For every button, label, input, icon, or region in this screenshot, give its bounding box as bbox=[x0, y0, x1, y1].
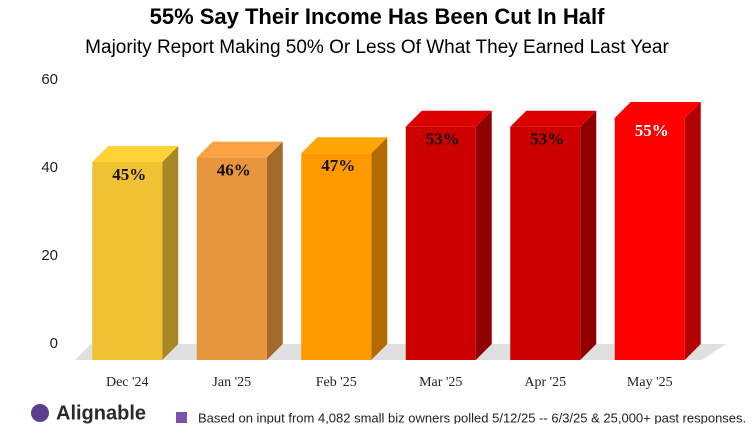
value-label: 47% bbox=[321, 156, 355, 175]
bar-top bbox=[510, 110, 597, 127]
logo: Alignable bbox=[31, 402, 146, 424]
bar-side bbox=[475, 110, 492, 360]
bar bbox=[196, 141, 283, 360]
bar-front bbox=[614, 118, 685, 360]
x-tick-label: May '25 bbox=[627, 375, 673, 390]
value-label: 53% bbox=[426, 130, 460, 149]
value-label: 45% bbox=[112, 165, 146, 184]
bar-side bbox=[684, 102, 701, 360]
bar-top bbox=[196, 141, 283, 158]
x-tick-label: Feb '25 bbox=[316, 375, 357, 390]
bar bbox=[405, 110, 492, 360]
x-tick-label: Apr '25 bbox=[524, 375, 566, 390]
y-tick-label: 20 bbox=[41, 247, 58, 264]
y-tick-label: 40 bbox=[41, 159, 58, 176]
value-label: 46% bbox=[217, 161, 251, 180]
bar-side bbox=[162, 146, 179, 360]
chart-title: 55% Say Their Income Has Been Cut In Hal… bbox=[150, 4, 605, 29]
x-tick-label: Mar '25 bbox=[419, 375, 462, 390]
value-label: 55% bbox=[635, 121, 669, 140]
value-label: 53% bbox=[530, 130, 564, 149]
bar-front bbox=[196, 157, 267, 360]
bar bbox=[614, 102, 701, 360]
y-tick-label: 60 bbox=[41, 71, 58, 88]
bar-side bbox=[266, 141, 283, 360]
logo-icon bbox=[31, 404, 49, 422]
bar-top bbox=[405, 110, 492, 127]
bar-front bbox=[301, 153, 372, 360]
bar-front bbox=[405, 126, 476, 360]
bar-side bbox=[580, 110, 597, 360]
note-swatch bbox=[176, 412, 187, 423]
bar-front bbox=[92, 162, 163, 360]
bar bbox=[92, 146, 179, 360]
bar-top bbox=[614, 102, 701, 118]
bar-front bbox=[510, 126, 581, 360]
bar-top bbox=[92, 146, 179, 162]
x-tick-label: Dec '24 bbox=[106, 375, 149, 390]
bar-side bbox=[371, 137, 388, 360]
note: Based on input from 4,082 small biz owne… bbox=[198, 410, 746, 424]
chart-subtitle: Majority Report Making 50% Or Less Of Wh… bbox=[85, 37, 669, 58]
bar bbox=[301, 137, 388, 360]
bar bbox=[510, 110, 597, 360]
x-tick-label: Jan '25 bbox=[212, 375, 251, 390]
y-tick-label: 0 bbox=[50, 335, 58, 352]
bar-top bbox=[301, 137, 388, 154]
logo-text: Alignable bbox=[56, 402, 146, 424]
